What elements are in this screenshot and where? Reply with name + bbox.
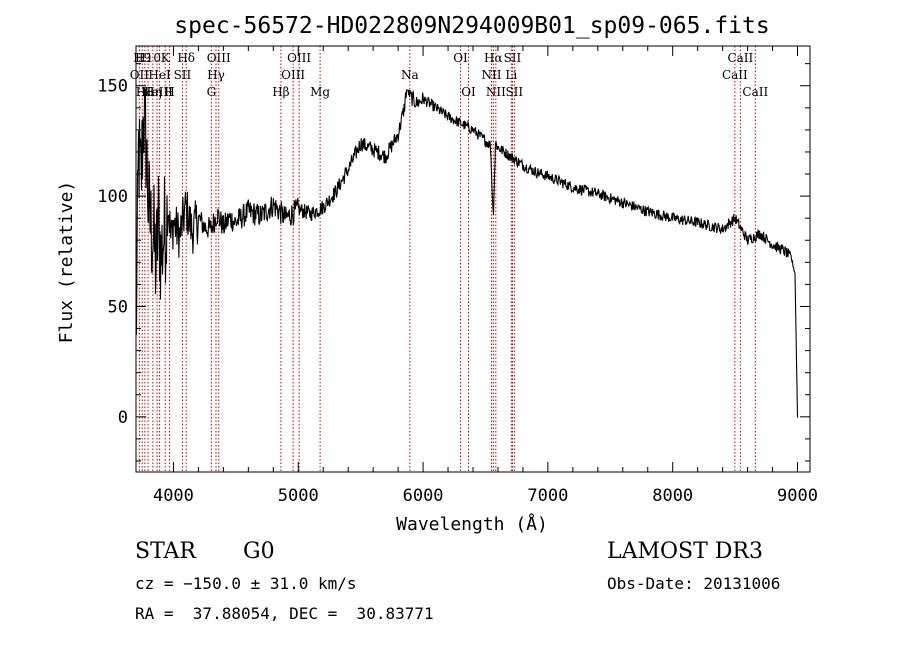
line-label: SII	[504, 51, 522, 65]
line-label: OI	[461, 85, 476, 99]
line-label: Li	[505, 68, 517, 82]
observation-date: Obs-Date: 20131006	[607, 574, 781, 593]
line-label: Na	[401, 68, 419, 82]
spectrum-line	[135, 89, 799, 418]
line-label: CaII	[722, 68, 748, 82]
x-tick-label: 5000	[278, 486, 319, 506]
x-tick-label: 7000	[527, 486, 568, 506]
x-tick-label: 8000	[652, 486, 693, 506]
line-label: CaII	[742, 85, 768, 99]
x-tick-label: 9000	[777, 486, 818, 506]
line-label: Hη	[144, 85, 162, 99]
line-label: H9	[133, 51, 151, 65]
line-label: H10	[135, 51, 161, 65]
line-label: NII	[486, 85, 506, 99]
line-label: SII	[174, 68, 192, 82]
line-label: CaII	[727, 51, 753, 65]
line-label: Mg	[310, 85, 330, 99]
line-label: Hβ	[272, 85, 289, 99]
line-label: G	[207, 85, 217, 99]
y-axis-label: Flux (relative)	[56, 181, 77, 344]
line-label: Hγ	[207, 68, 225, 82]
line-label: H	[164, 85, 174, 99]
object-class: STAR	[135, 539, 196, 564]
line-label: OIII	[207, 51, 231, 65]
spectral-line-labels: OIIH9H8H10HηNeIIIHeIKHSIIHδGHγOIIIHβOIII…	[130, 51, 769, 99]
redshift-velocity: cz = −150.0 ± 31.0 km/s	[135, 574, 357, 593]
y-axis-ticks: 0 50 100 150	[97, 63, 810, 462]
line-label: OI	[453, 51, 468, 65]
line-label: OIII	[281, 68, 305, 82]
line-label: Hα	[484, 51, 503, 65]
x-axis-ticks: 4000 5000 6000 7000 8000 9000	[153, 46, 818, 506]
line-label: K	[161, 51, 171, 65]
line-label: HeI	[148, 68, 171, 82]
y-tick-label: 150	[97, 77, 128, 97]
line-label: NII	[481, 68, 501, 82]
y-tick-label: 0	[118, 408, 128, 428]
line-label: SII	[505, 85, 523, 99]
line-label: OII	[130, 68, 150, 82]
y-tick-label: 100	[97, 187, 128, 207]
object-subclass: G0	[243, 539, 275, 564]
y-tick-label: 50	[108, 297, 128, 317]
chart-title: spec-56572-HD022809N294009B01_sp09-065.f…	[174, 13, 769, 39]
survey-name: LAMOST DR3	[607, 539, 763, 564]
spectral-line-markers	[138, 46, 756, 472]
plot-frame	[135, 45, 811, 473]
coordinates: RA = 37.88054, DEC = 30.83771	[135, 604, 434, 623]
x-tick-label: 6000	[403, 486, 444, 506]
line-label: Hδ	[177, 51, 195, 65]
line-label: OIII	[287, 51, 311, 65]
line-label: NeIII	[141, 85, 173, 99]
x-tick-label: 4000	[153, 486, 194, 506]
x-axis-label: Wavelength (Å)	[396, 513, 548, 535]
